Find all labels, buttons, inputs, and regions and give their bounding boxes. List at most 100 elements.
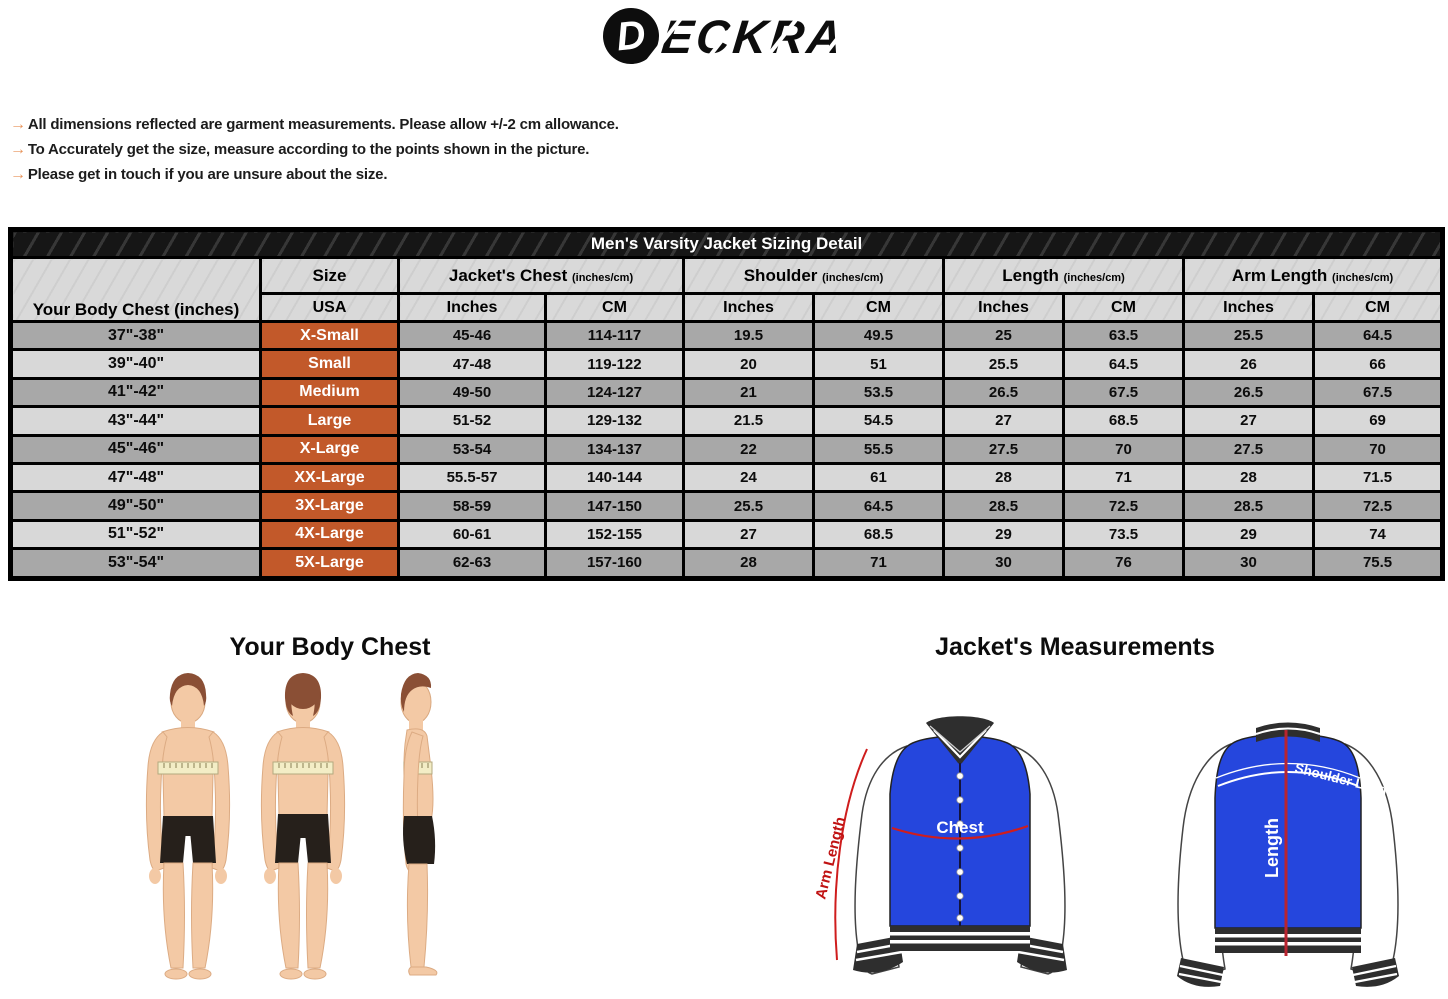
size-cell: 3X-Large [259,490,400,522]
value-cell: 29 [942,518,1065,551]
body-chest-cell: 53"-54" [9,547,262,580]
value-cell: 49.5 [812,319,945,352]
jacket-collar [926,716,994,764]
value-cell: 27.5 [942,433,1065,465]
value-cell: 26.5 [1182,376,1315,409]
size-cell: Small [259,348,400,380]
value-cell: 72.5 [1062,490,1185,522]
value-cell: 134-137 [544,433,685,465]
value-cell: 71 [812,547,945,580]
brand-logo-text: ECKRA [659,9,848,63]
table-row: 37"-38" X-Small 45-46 114-117 19.5 49.5 25 63.5… [9,319,1445,352]
value-cell: 53.5 [812,376,945,409]
notes-list: → All dimensions reflected are garment m… [10,116,619,191]
table-row: 41"-42" Medium 49-50 124-127 21 53.5 26.5 67.5 2… [9,376,1445,409]
value-cell: 22 [682,433,815,465]
value-cell: 61 [812,461,945,494]
body-figures-illustration [145,673,438,980]
value-cell: 64.5 [812,490,945,522]
note-item: → All dimensions reflected are garment m… [10,116,619,134]
length-label: Length [1262,818,1282,878]
col-header-shoulder: Shoulder (inches/cm) [682,256,945,295]
size-cell: Medium [259,376,400,409]
table-row: 47"-48" XX-Large 55.5-57 140-144 24 61 28 71 28 7… [9,461,1445,494]
value-cell: 62-63 [397,547,547,580]
value-cell: 63.5 [1062,319,1185,352]
value-cell: 49-50 [397,376,547,409]
measuring-tape-icon [272,761,334,775]
body-chest-cell: 39"-40" [9,348,262,380]
value-cell: 19.5 [682,319,815,352]
value-cell: 28.5 [1182,490,1315,522]
value-cell: 27 [1182,405,1315,437]
value-cell: 64.5 [1062,348,1185,380]
table-row: 45"-46" X-Large 53-54 134-137 22 55.5 27.5 70 27… [9,433,1445,465]
logo-circle-letter: D [614,12,649,59]
value-cell: 73.5 [1062,518,1185,551]
value-cell: 28 [1182,461,1315,494]
jacket-front-illustration: Chest Arm Length [812,716,1067,975]
body-chest-cell: 43"-44" [9,405,262,437]
value-cell: 28 [942,461,1065,494]
body-chest-cell: 37"-38" [9,319,262,352]
body-chest-cell: 41"-42" [9,376,262,409]
value-cell: 28.5 [942,490,1065,522]
arrow-icon: → [10,166,26,183]
value-cell: 45-46 [397,319,547,352]
body-chest-cell: 47"-48" [9,461,262,494]
size-cell: X-Large [259,433,400,465]
value-cell: 124-127 [544,376,685,409]
size-cell: X-Small [259,319,400,352]
value-cell: 27.5 [1182,433,1315,465]
value-cell: 66 [1311,348,1445,380]
value-cell: 71 [1062,461,1185,494]
value-cell: 68.5 [1062,405,1185,437]
value-cell: 74 [1311,518,1445,551]
value-cell: 53-54 [397,433,547,465]
section-title-body-chest: Your Body Chest [229,632,431,661]
note-text: Please get in touch if you are unsure ab… [27,166,388,183]
value-cell: 21.5 [682,405,815,437]
value-cell: 25.5 [682,490,815,522]
value-cell: 25.5 [942,348,1065,380]
subheader-inches: Inches [397,292,547,323]
value-cell: 30 [942,547,1065,580]
value-cell: 76 [1062,547,1185,580]
value-cell: 58-59 [397,490,547,522]
value-cell: 69 [1311,405,1445,437]
value-cell: 25.5 [1182,319,1315,352]
value-cell: 29 [1182,518,1315,551]
size-cell: 5X-Large [259,547,400,580]
note-text: All dimensions reflected are garment mea… [27,116,619,133]
value-cell: 71.5 [1311,461,1445,494]
value-cell: 24 [682,461,815,494]
table-row: 49"-50" 3X-Large 58-59 147-150 25.5 64.5 28.5 7… [9,490,1445,522]
value-cell: 27 [942,405,1065,437]
chest-label: Chest [936,818,984,837]
value-cell: 152-155 [544,518,685,551]
jacket-collar [1255,722,1321,742]
value-cell: 67.5 [1062,376,1185,409]
table-row: 43"-44" Large 51-52 129-132 21.5 54.5 27 68.5 27… [9,405,1445,437]
size-cell: 4X-Large [259,518,400,551]
section-title-jacket-measurements: Jacket's Measurements [935,632,1215,661]
arm-length-label: Arm Length [812,815,849,901]
value-cell: 26.5 [942,376,1065,409]
arrow-icon: → [10,141,26,158]
col-header-size: Size [259,256,400,295]
subheader-cm: CM [812,292,945,323]
col-header-usa: USA [259,292,400,323]
note-item: → To Accurately get the size, measure ac… [10,141,619,159]
value-cell: 30 [1182,547,1315,580]
value-cell: 51 [812,348,945,380]
subheader-inches: Inches [1182,292,1315,323]
value-cell: 140-144 [544,461,685,494]
figure-front [145,673,231,980]
jacket-cuff [1177,958,1399,987]
value-cell: 119-122 [544,348,685,380]
arm-length-measure-line [834,748,868,961]
jacket-hem [890,926,1030,951]
table-row: 39"-40" Small 47-48 119-122 20 51 25.5 64.5 26 66 [9,348,1445,380]
value-cell: 68.5 [812,518,945,551]
